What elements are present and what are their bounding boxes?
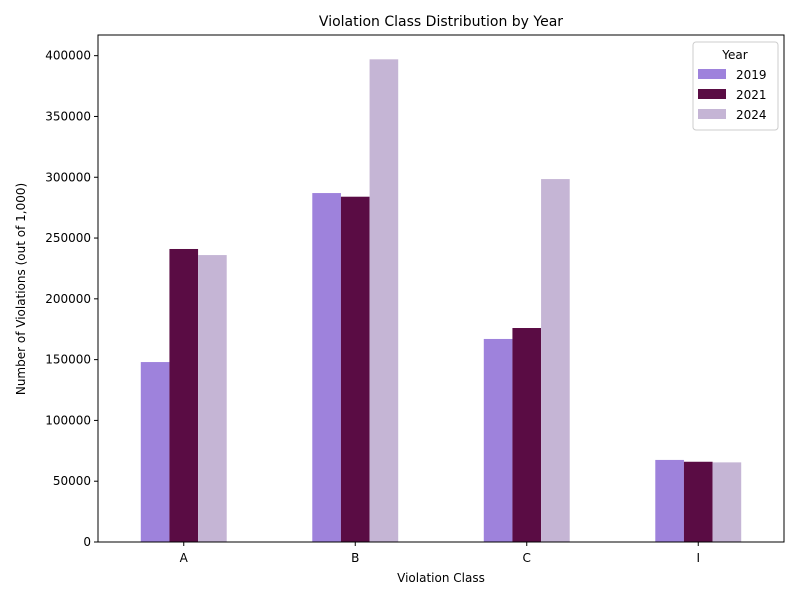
legend-frame <box>692 41 779 131</box>
bar-A-2021 <box>169 248 199 543</box>
x-tick-label: I <box>696 551 700 565</box>
y-tick-label: 400000 <box>45 49 91 63</box>
legend-swatch-2019 <box>698 69 726 79</box>
legend-title: Year <box>721 48 747 62</box>
plot-frame <box>97 34 785 543</box>
y-tick-label: 150000 <box>45 353 91 367</box>
y-axis-ticks: 0 50000 100000 150000 200000 250000 300000 3500… <box>45 49 98 549</box>
bar-C-2021 <box>512 328 542 542</box>
legend-label-2021: 2021 <box>736 88 767 102</box>
y-tick-label: 200000 <box>45 292 91 306</box>
bar-C-2024 <box>541 179 570 542</box>
y-tick-label: 250000 <box>45 231 91 245</box>
y-tick-label: 0 <box>83 535 91 549</box>
y-axis-label: Number of Violations (out of 1,000) <box>14 183 28 395</box>
bar-A-2024 <box>198 255 227 542</box>
legend-label-2019: 2019 <box>736 68 767 82</box>
chart-title: Violation Class Distribution by Year <box>319 14 563 30</box>
bar-I-2024 <box>712 462 742 542</box>
bar-A-2019 <box>140 362 170 542</box>
bar-I-2021 <box>683 461 713 542</box>
legend: Year 2019 2021 2024 <box>692 41 779 131</box>
y-tick-label: 300000 <box>45 170 91 184</box>
bar-B-2021 <box>340 196 370 543</box>
y-tick-label: 350000 <box>45 109 91 123</box>
bar-B-2019 <box>312 193 341 542</box>
y-tick-label: 50000 <box>53 474 91 488</box>
bar-B-2024 <box>369 59 399 542</box>
bar-I-2019 <box>655 459 684 542</box>
legend-swatch-2024 <box>698 109 726 119</box>
bar-C-2019 <box>483 338 513 542</box>
legend-label-2024: 2024 <box>736 108 767 122</box>
x-tick-label: C <box>523 551 531 565</box>
x-tick-label: A <box>180 551 189 565</box>
bars-group <box>140 59 742 543</box>
y-tick-label: 100000 <box>45 413 91 427</box>
x-tick-label: B <box>351 551 359 565</box>
legend-swatch-2021 <box>698 89 726 99</box>
x-axis-label: Violation Class <box>397 571 485 585</box>
